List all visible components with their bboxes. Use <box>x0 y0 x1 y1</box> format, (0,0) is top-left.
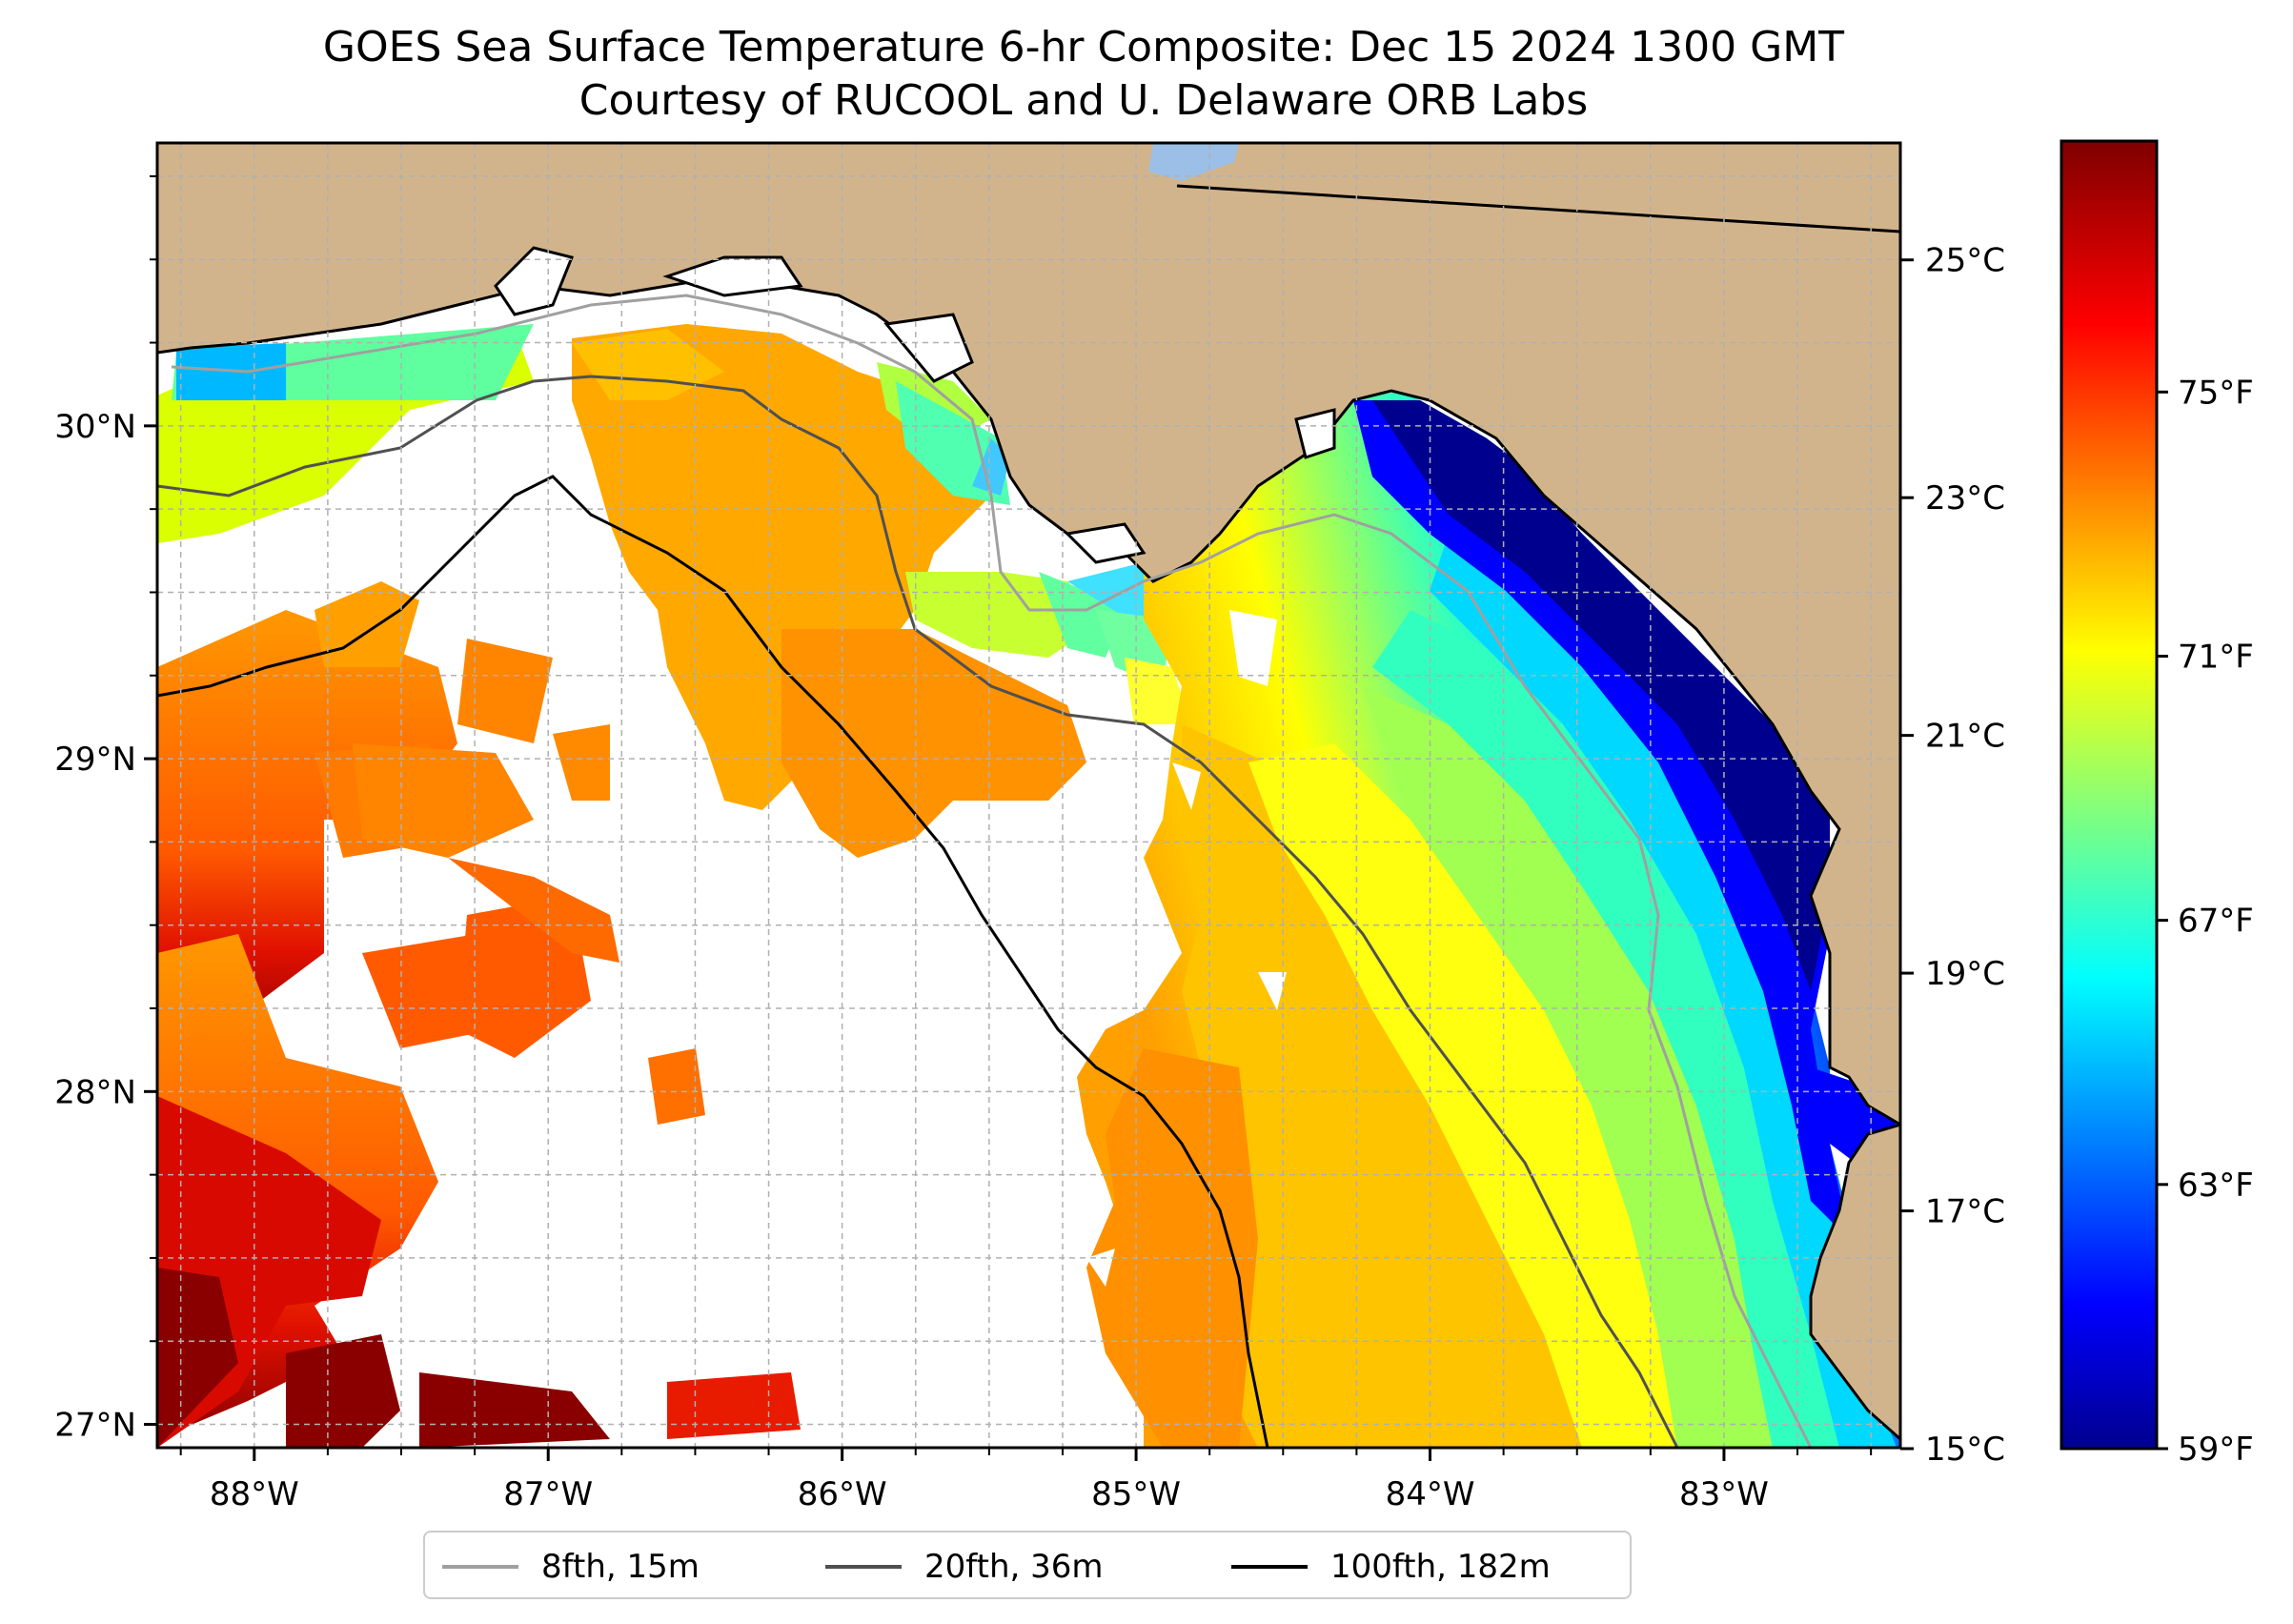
isobath-15m <box>171 294 1813 1448</box>
legend-item-36m: 20fth, 36m <box>825 1546 1104 1588</box>
colorbar-c-label: 17°C <box>1925 1193 2005 1231</box>
lon-tick-label: 87°W <box>503 1475 593 1513</box>
legend-line-36m <box>825 1565 902 1569</box>
colorbar-celsius-axis: 15°C 17°C 19°C 21°C 23°C 25°C <box>1900 242 2005 1469</box>
state-border <box>1176 184 1900 233</box>
lat-tick-label: 27°N <box>54 1407 136 1445</box>
map-subtitle: Courtesy of RUCOOL and U. Delaware ORB L… <box>578 76 1589 125</box>
colorbar-f-label: 67°F <box>2178 903 2254 941</box>
lat-tick-label: 30°N <box>54 408 136 446</box>
map-frame <box>155 141 1902 1450</box>
colorbar-c-label: 15°C <box>1925 1431 2005 1469</box>
lon-tick-label: 86°W <box>798 1475 887 1513</box>
colorbar-f-label: 71°F <box>2178 638 2254 676</box>
colorbar-c-label: 21°C <box>1925 718 2005 756</box>
lat-tick-label: 29°N <box>54 741 136 779</box>
legend-item-15m: 8fth, 15m <box>442 1546 700 1588</box>
lon-tick-label: 88°W <box>210 1475 299 1513</box>
latitude-axis: 27°N 28°N 29°N 30°N <box>54 174 157 1445</box>
colorbar-f-label: 59°F <box>2178 1431 2254 1469</box>
isobath-182m <box>157 475 1269 1448</box>
lon-tick-label: 85°W <box>1091 1475 1181 1513</box>
legend-label-15m: 8fth, 15m <box>541 1548 700 1586</box>
lon-tick-label: 84°W <box>1386 1475 1475 1513</box>
map-area <box>157 143 1900 1448</box>
legend-line-182m <box>1231 1565 1308 1569</box>
isobath-contours <box>157 294 1813 1448</box>
lat-tick-label: 28°N <box>54 1073 136 1111</box>
colorbar-f-label: 63°F <box>2178 1167 2254 1205</box>
legend-item-182m: 100fth, 182m <box>1231 1546 1551 1588</box>
colorbar-c-label: 23°C <box>1925 479 2005 518</box>
colorbar-fahrenheit-axis: 59°F 63°F 67°F 71°F 75°F <box>2157 374 2254 1469</box>
colorbar <box>2060 139 2159 1451</box>
isobath-legend: 8fth, 15m 20fth, 36m 100fth, 182m <box>423 1531 1632 1599</box>
legend-label-182m: 100fth, 182m <box>1330 1548 1551 1586</box>
gridlines <box>157 143 1900 1448</box>
sst-field-west <box>157 324 801 1448</box>
colorbar-c-label: 19°C <box>1925 955 2005 993</box>
longitude-axis: 88°W 87°W 86°W 85°W 84°W 83°W <box>179 1448 1873 1513</box>
map-title: GOES Sea Surface Temperature 6-hr Compos… <box>322 23 1845 71</box>
lon-tick-label: 83°W <box>1679 1475 1769 1513</box>
legend-label-36m: 20fth, 36m <box>924 1548 1104 1586</box>
coastal-water <box>494 246 1336 564</box>
legend-line-15m <box>442 1565 518 1569</box>
isobath-36m <box>157 375 1679 1448</box>
colorbar-c-label: 25°C <box>1925 242 2005 280</box>
colorbar-f-label: 75°F <box>2178 374 2254 412</box>
